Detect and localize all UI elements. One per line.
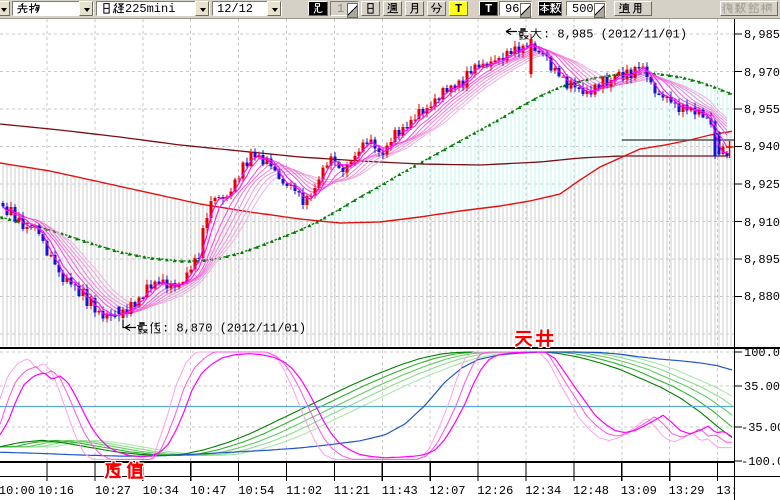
svg-text:12:34: 12:34 bbox=[525, 484, 561, 498]
svg-text:10:16: 10:16 bbox=[38, 484, 74, 498]
svg-text:10:47: 10:47 bbox=[191, 484, 227, 498]
svg-text:10:54: 10:54 bbox=[238, 484, 274, 498]
svg-text:225mini: 225mini bbox=[125, 2, 175, 16]
svg-text:8,985: 8,985 bbox=[744, 28, 780, 42]
svg-text:: 8,870 (2012/11/01): : 8,870 (2012/11/01) bbox=[162, 322, 306, 336]
svg-text:13:09: 13:09 bbox=[621, 484, 657, 498]
svg-text:11:21: 11:21 bbox=[334, 484, 370, 498]
svg-text:8,895: 8,895 bbox=[744, 253, 780, 267]
svg-text:12:26: 12:26 bbox=[477, 484, 513, 498]
svg-text:8,970: 8,970 bbox=[744, 66, 780, 80]
svg-text:8,910: 8,910 bbox=[744, 216, 780, 230]
svg-text:13:29: 13:29 bbox=[669, 484, 705, 498]
svg-text:8,880: 8,880 bbox=[744, 290, 780, 304]
svg-text:8,925: 8,925 bbox=[744, 178, 780, 192]
svg-text:11:02: 11:02 bbox=[286, 484, 322, 498]
svg-text:10:34: 10:34 bbox=[143, 484, 179, 498]
svg-text:8,955: 8,955 bbox=[744, 103, 780, 117]
svg-text:10:27: 10:27 bbox=[95, 484, 131, 498]
svg-text:: 8,985 (2012/11/01): : 8,985 (2012/11/01) bbox=[543, 28, 687, 42]
svg-text:-35.00: -35.00 bbox=[741, 421, 780, 435]
svg-text:-100.00: -100.00 bbox=[741, 455, 780, 469]
svg-text:35.00: 35.00 bbox=[744, 380, 780, 394]
svg-text:11:43: 11:43 bbox=[382, 484, 418, 498]
svg-text:12:48: 12:48 bbox=[573, 484, 609, 498]
svg-text:10:00: 10:00 bbox=[0, 484, 35, 498]
svg-text:12:07: 12:07 bbox=[430, 484, 466, 498]
svg-text:8,940: 8,940 bbox=[744, 140, 780, 154]
svg-text:100.00: 100.00 bbox=[744, 346, 780, 360]
